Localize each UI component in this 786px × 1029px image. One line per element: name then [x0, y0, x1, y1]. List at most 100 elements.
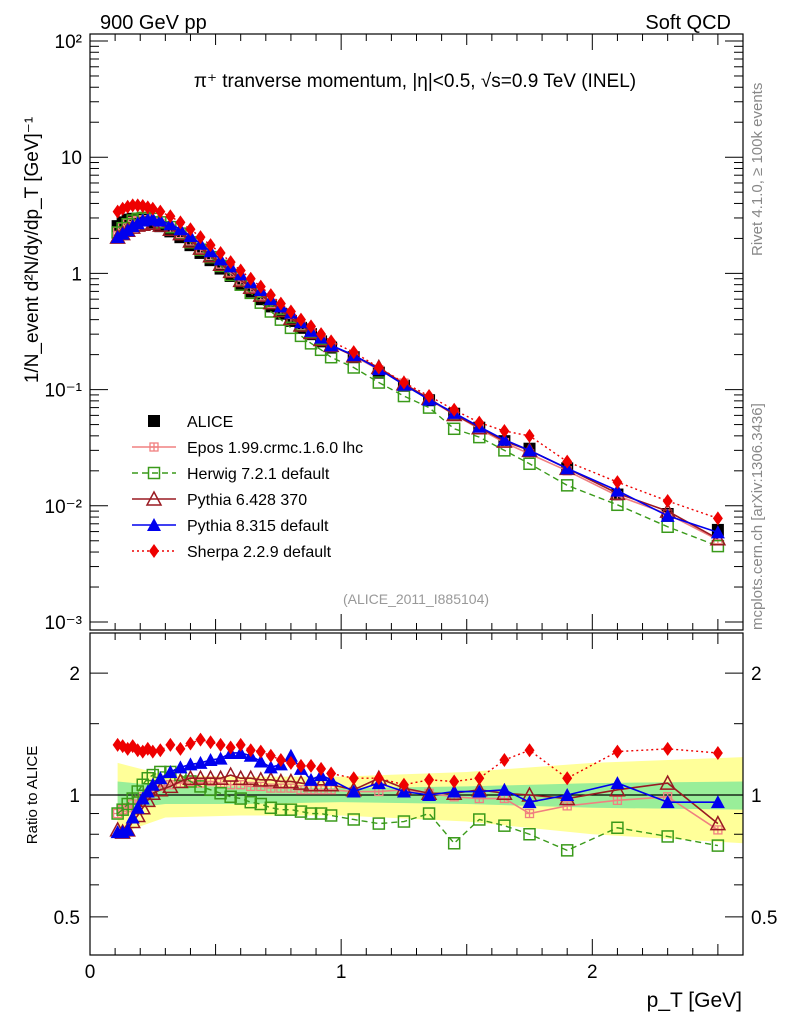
- header-right: Soft QCD: [645, 12, 731, 34]
- ratio-point-herwig: [447, 837, 461, 850]
- legend-label: Herwig 7.2.1 default: [187, 466, 330, 483]
- ratio-point-py8: [145, 777, 160, 791]
- ratio-series-layer: [109, 732, 727, 857]
- legend-marker-alice: [148, 415, 160, 427]
- ratio-point-sherpa: [245, 743, 256, 758]
- main-point-py8: [610, 483, 625, 497]
- ratio-point-herwig: [611, 821, 624, 835]
- legend-label: Epos 1.99.crmc.1.6.0 lhc: [187, 440, 363, 457]
- ratio-point-py6: [659, 774, 676, 790]
- main-point-py8: [660, 508, 675, 522]
- ratio-point-sherpa: [348, 771, 359, 786]
- main-point-herwig: [372, 376, 386, 389]
- legend-item-herwig: Herwig 7.2.1 default: [132, 466, 330, 483]
- legend-marker-sherpa: [149, 544, 159, 558]
- main-point-sherpa: [524, 428, 535, 443]
- y-tick-label-ratio-right: 2: [751, 664, 762, 685]
- ratio-point-py6: [172, 772, 189, 789]
- ratio-point-py6: [182, 769, 199, 785]
- ratio-point-herwig: [711, 839, 725, 852]
- legend-item-alice: ALICE: [148, 414, 233, 431]
- legend-item-epos: Epos 1.99.crmc.1.6.0 lhc: [132, 440, 363, 457]
- ratio-point-herwig: [347, 813, 360, 826]
- ratio-point-py8: [472, 784, 487, 798]
- y-tick-label-ratio-right: 1: [751, 786, 762, 807]
- main-panel-frame: [89, 33, 744, 631]
- main-point-sherpa: [275, 296, 286, 311]
- ratio-point-sherpa: [255, 744, 266, 759]
- ratio-point-py6: [609, 781, 626, 797]
- main-point-sherpa: [185, 222, 196, 237]
- ratio-point-herwig: [254, 797, 268, 811]
- ratio-point-herwig: [473, 813, 486, 826]
- ratio-point-epos: [612, 795, 623, 806]
- main-point-sherpa: [285, 304, 296, 319]
- ratio-point-py8: [560, 788, 575, 801]
- y-tick-label-ratio-right: 0.5: [751, 908, 777, 929]
- ratio-point-py8: [422, 788, 437, 801]
- ratio-point-py8: [203, 753, 218, 767]
- ratio-point-py8: [660, 795, 675, 809]
- legend-marker-py8: [147, 518, 161, 531]
- ratio-point-py8: [346, 784, 361, 798]
- ratio-point-sherpa: [155, 743, 166, 758]
- main-point-sherpa: [155, 204, 166, 219]
- ratio-point-sherpa: [424, 772, 435, 787]
- main-point-sherpa: [235, 263, 246, 278]
- ratio-point-sherpa: [612, 744, 623, 759]
- ratio-point-py6: [242, 769, 259, 785]
- y-tick-label-main: 10²: [55, 32, 82, 53]
- main-point-herwig: [711, 539, 725, 553]
- main-point-sherpa: [215, 245, 226, 260]
- main-point-sherpa: [175, 215, 186, 230]
- main-point-sherpa: [326, 334, 337, 349]
- ratio-point-herwig: [314, 807, 328, 820]
- main-series-layer: [109, 198, 727, 553]
- x-tick-label: 1: [336, 962, 347, 983]
- ratio-point-epos: [562, 801, 572, 811]
- main-point-py8: [710, 525, 725, 539]
- main-point-sherpa: [398, 375, 409, 390]
- axis-ticks: 0 1 2 10⁻³ 10⁻² 10⁻¹ 1 10 10² 0.5 0.5 1 1 2 2: [45, 32, 778, 983]
- main-point-sherpa: [295, 312, 306, 327]
- ratio-point-sherpa: [195, 732, 206, 747]
- main-point-py8: [522, 443, 537, 457]
- ratio-point-py8: [304, 772, 319, 786]
- ratio-point-py8: [135, 791, 150, 805]
- ratio-point-sherpa: [215, 737, 226, 752]
- ratio-point-py6: [252, 771, 270, 787]
- ratio-point-sherpa: [175, 741, 186, 756]
- ratio-point-sherpa: [474, 771, 485, 786]
- ratio-point-py8: [522, 795, 537, 809]
- ratio-point-sherpa: [373, 771, 384, 786]
- ratio-point-herwig: [560, 844, 574, 857]
- ratio-point-py6: [292, 774, 310, 790]
- ratio-point-py8: [497, 782, 512, 796]
- y-tick-label-ratio: 0.5: [54, 908, 80, 929]
- ratio-point-sherpa: [499, 753, 510, 768]
- ratio-point-py6: [709, 815, 727, 831]
- main-point-sherpa: [147, 201, 158, 216]
- ratio-point-py8: [610, 776, 625, 790]
- ratio-point-herwig: [523, 827, 536, 841]
- legend-item-py6: Pythia 6.428 370: [132, 490, 307, 509]
- main-point-herwig: [397, 389, 411, 403]
- main-point-sherpa: [165, 209, 176, 224]
- analysis-watermark: (ALICE_2011_I885104): [343, 591, 489, 607]
- ratio-point-sherpa: [562, 771, 573, 786]
- ratio-point-py8: [283, 748, 298, 762]
- ratio-point-sherpa: [205, 735, 216, 750]
- ratio-point-herwig: [274, 803, 288, 816]
- main-title: π⁺ tranverse momentum, |η|<0.5, √s=0.9 T…: [194, 71, 636, 92]
- ratio-point-sherpa: [147, 744, 158, 759]
- ratio-point-herwig: [372, 817, 386, 830]
- main-point-sherpa: [195, 230, 206, 245]
- ratio-point-herwig: [422, 807, 436, 820]
- y-tick-label-ratio: 2: [69, 664, 80, 685]
- ratio-point-sherpa: [225, 740, 236, 755]
- ratio-point-sherpa: [398, 777, 409, 792]
- ratio-point-py8: [153, 771, 168, 785]
- ratio-point-py8: [253, 754, 268, 768]
